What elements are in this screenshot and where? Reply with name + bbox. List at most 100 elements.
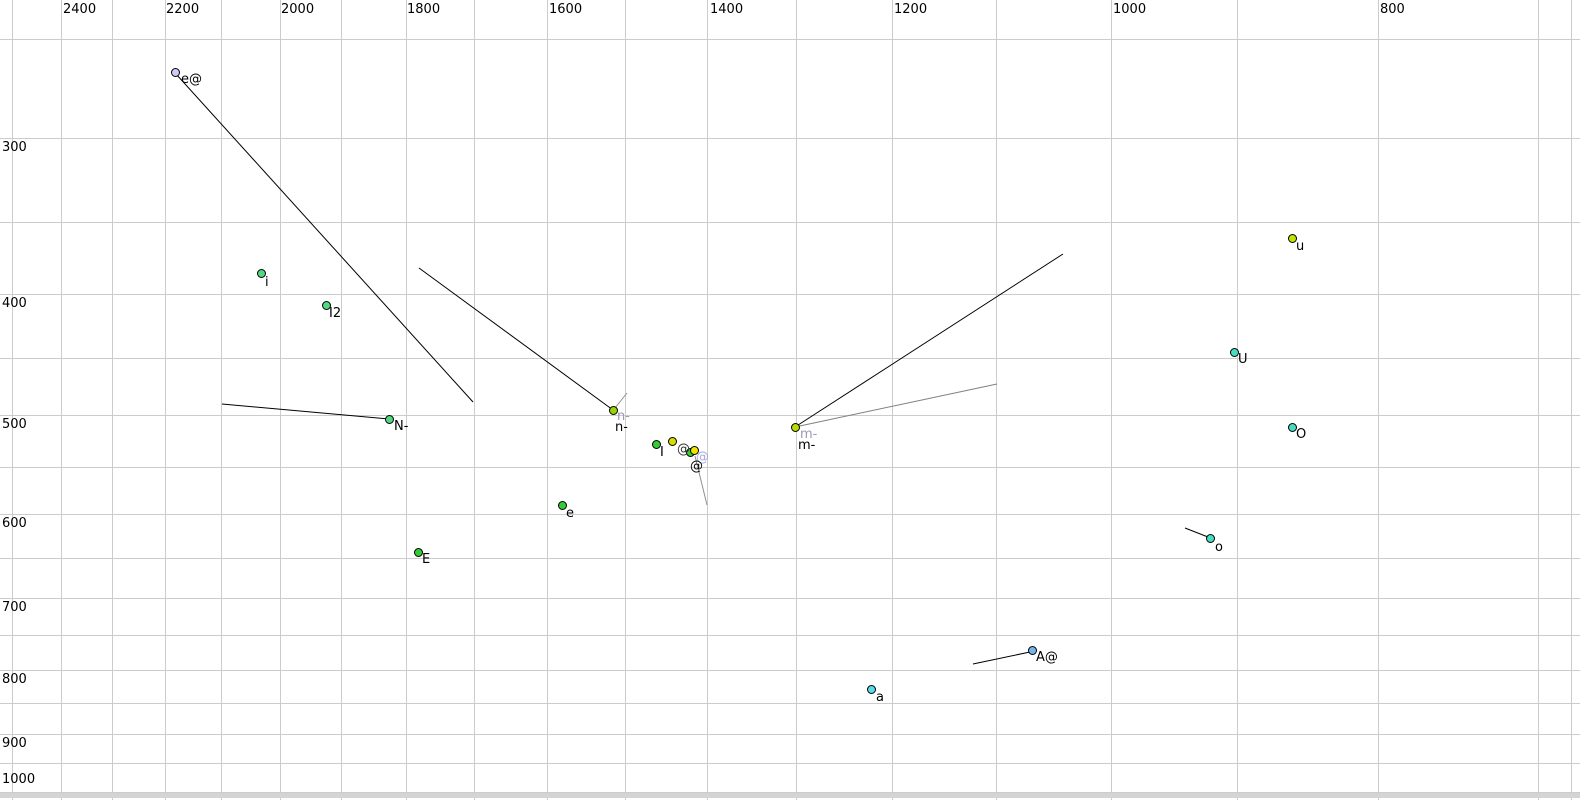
point-label: U	[1238, 352, 1248, 367]
point-e[interactable]	[558, 501, 567, 510]
y-tick-500: 500	[2, 417, 27, 432]
gridline-f1-900	[0, 734, 1580, 735]
point-o-cap[interactable]	[1288, 423, 1297, 432]
trajectory-line-3	[794, 253, 1064, 428]
gridline-f2-2200	[165, 0, 166, 800]
point-label: @	[677, 442, 690, 457]
gridline-f1-1000	[0, 792, 1580, 793]
gridline-f2-1500	[625, 0, 626, 800]
y-tick-1000: 1000	[2, 772, 36, 787]
trajectory-line-2	[221, 403, 390, 420]
point-i[interactable]	[257, 269, 266, 278]
point-label: A@	[1036, 650, 1058, 665]
gridline-f2-1900	[341, 0, 342, 800]
gridline-f1-650	[0, 558, 1580, 559]
plot-right-edge	[1571, 0, 1572, 800]
gridline-f2-1300	[796, 0, 797, 800]
gridline-f2-2100	[221, 0, 222, 800]
gridline-f1-300	[0, 138, 1580, 139]
point-label: @	[696, 450, 709, 465]
point-label: O	[1296, 427, 1307, 442]
gridline-f2-2000	[280, 0, 281, 800]
y-tick-400: 400	[2, 296, 27, 311]
gridline-f2-2500	[12, 0, 13, 800]
gridline-f2-2300	[112, 0, 113, 800]
point-e-at[interactable]	[171, 68, 180, 77]
x-tick-1600: 1600	[549, 2, 583, 17]
point-label: o	[1215, 540, 1223, 555]
gridline-f1-400	[0, 294, 1580, 295]
gridline-f2-1200	[892, 0, 893, 800]
point-label: E	[422, 552, 431, 567]
gridline-f2-1600	[547, 0, 548, 800]
gridline-f1-450	[0, 358, 1580, 359]
x-tick-1400: 1400	[710, 2, 744, 17]
point-m-coda[interactable]	[791, 423, 800, 432]
point-a-at[interactable]	[1028, 646, 1037, 655]
gridline-f1-750	[0, 635, 1580, 636]
gridline-f1-600	[0, 514, 1580, 515]
trajectory-line-8	[972, 651, 1031, 665]
y-tick-600: 600	[2, 516, 27, 531]
point-n-cap[interactable]	[385, 415, 394, 424]
plot-bottom-edge	[0, 793, 1580, 798]
point-label: I	[660, 445, 664, 460]
point-label: e@	[181, 72, 202, 87]
point-label: m-	[798, 438, 816, 453]
gridline-f1-550	[0, 467, 1580, 468]
point-label: a	[876, 690, 884, 705]
x-tick-2200: 2200	[166, 2, 200, 17]
point-a[interactable]	[867, 685, 876, 694]
point-o[interactable]	[1206, 534, 1215, 543]
gridline-f1-800	[0, 670, 1580, 671]
x-tick-800: 800	[1380, 2, 1405, 17]
point-label: n-	[617, 409, 630, 424]
x-tick-2000: 2000	[281, 2, 315, 17]
y-tick-800: 800	[2, 672, 27, 687]
gridline-f2-800	[1378, 0, 1379, 800]
trajectory-line-7	[1184, 527, 1209, 538]
point-label: u	[1296, 239, 1305, 254]
gridline-f1-850	[0, 703, 1580, 704]
gridline-f2-1800	[406, 0, 407, 800]
y-tick-300: 300	[2, 140, 27, 155]
gridline-f1-700	[0, 598, 1580, 599]
x-tick-1000: 1000	[1113, 2, 1147, 17]
point-u-cap[interactable]	[1230, 348, 1239, 357]
gridline-f2-900	[1237, 0, 1238, 800]
gridline-f2-1700	[474, 0, 475, 800]
point-label: e	[566, 506, 574, 521]
trajectory-line-4	[794, 383, 998, 428]
trajectory-line-5	[614, 392, 628, 409]
point-e-open[interactable]	[414, 548, 423, 557]
gridline-f1-350	[0, 222, 1580, 223]
point-label: @	[690, 459, 703, 474]
gridline-f1-950	[0, 763, 1580, 764]
gridline-f2-2400	[61, 0, 62, 800]
x-tick-1800: 1800	[407, 2, 441, 17]
point-label: i	[265, 275, 269, 290]
point-i2[interactable]	[322, 301, 331, 310]
y-tick-900: 900	[2, 736, 27, 751]
gridline-f2-1100	[996, 0, 997, 800]
point-i-small[interactable]	[652, 440, 661, 449]
x-tick-2400: 2400	[63, 2, 97, 17]
trajectory-line-0	[175, 73, 474, 403]
point-label: n-	[615, 420, 628, 435]
gridline-f1-500	[0, 415, 1580, 416]
point-label: I2	[329, 306, 342, 321]
gridline-f1-250	[0, 39, 1580, 40]
trajectory-line-1	[418, 267, 614, 411]
point-at-b-yellow[interactable]	[690, 446, 699, 455]
gridline-f2-1400	[707, 0, 708, 800]
gridline-f2-700	[1538, 0, 1539, 800]
point-n-coda[interactable]	[609, 406, 618, 415]
point-label: N-	[394, 419, 409, 434]
point-u[interactable]	[1288, 234, 1297, 243]
y-tick-700: 700	[2, 600, 27, 615]
gridline-f2-1000	[1111, 0, 1112, 800]
point-at-a[interactable]	[668, 437, 677, 446]
x-tick-1200: 1200	[894, 2, 928, 17]
